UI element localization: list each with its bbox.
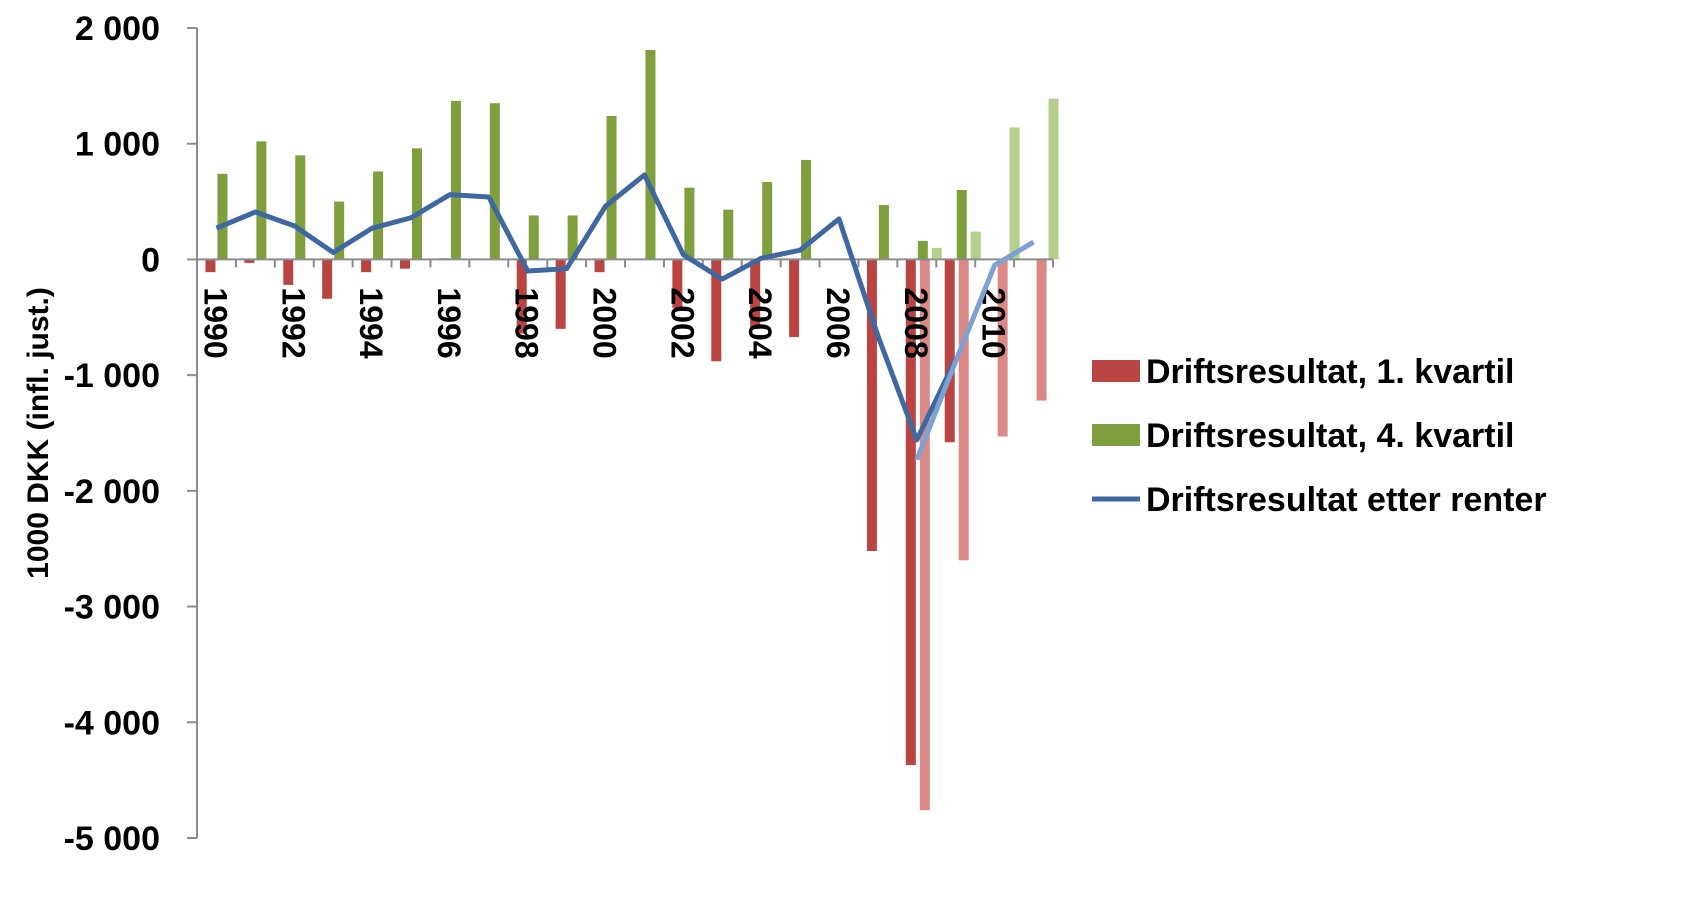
bar-q1	[905, 259, 916, 766]
x-tick-label: 1996	[431, 287, 467, 358]
bar-q1	[400, 259, 410, 269]
bar-q1	[322, 259, 333, 299]
legend-label-line: Driftsresultat etter renter	[1146, 481, 1547, 519]
bar-q1	[672, 259, 683, 309]
bar-q4-projection	[1009, 127, 1020, 260]
bar-q4	[450, 100, 461, 260]
bar-q1	[283, 259, 294, 285]
bar-q1	[594, 259, 605, 273]
bar-q1-projection	[1036, 259, 1047, 401]
legend-label-q1: Driftsresultat, 1. kvartil	[1146, 353, 1514, 391]
x-tick-label: 2008	[898, 287, 934, 358]
bar-q4	[606, 115, 617, 260]
bar-q1	[750, 259, 761, 329]
bar-q4	[256, 141, 267, 260]
x-tick-label: 1998	[509, 287, 545, 358]
bar-q4	[645, 49, 656, 260]
bar-q1	[866, 259, 877, 552]
legend: Driftsresultat, 1. kvartil Driftsresultat…	[1092, 353, 1547, 519]
legend-swatch-q4	[1092, 424, 1140, 446]
bar-q4	[917, 240, 928, 260]
line-series	[215, 172, 1035, 461]
y-axis-label: 1000 DKK (infl. just.)	[22, 287, 55, 579]
x-tick-label: 2006	[820, 287, 856, 358]
bar-q1-projection	[919, 259, 930, 811]
y-tick-label: -3 000	[64, 589, 160, 627]
y-tick-label: 2 000	[75, 10, 160, 48]
y-tick-label: -1 000	[64, 357, 160, 395]
bar-q4	[412, 148, 422, 260]
bar-q1	[244, 259, 255, 263]
bar-q4	[684, 187, 695, 260]
x-tick-label: 2000	[587, 287, 623, 358]
bar-q4	[878, 205, 889, 260]
y-tick-label: 0	[141, 241, 160, 279]
bar-q4	[217, 173, 228, 260]
bar-q4-projection	[1048, 98, 1059, 260]
bar-q4-projection	[970, 231, 981, 260]
bar-q4	[956, 190, 967, 260]
bar-q4-projection	[931, 247, 942, 260]
y-axis: 2 000 1 000 0 -1 000 -2 000 -3 000 -4 000 -5 00…	[64, 10, 198, 858]
bar-q4	[489, 103, 500, 260]
bar-q1	[789, 259, 800, 337]
y-tick-label: -5 000	[64, 820, 160, 858]
bars	[205, 49, 1059, 811]
bar-q1	[516, 259, 527, 334]
bar-q4	[801, 159, 812, 260]
bar-q1-projection	[997, 259, 1008, 437]
bar-q1	[711, 259, 722, 362]
bar-q4	[528, 215, 539, 260]
y-tick-label: 1 000	[75, 126, 160, 164]
bar-q4	[334, 201, 345, 260]
bar-q4	[295, 155, 306, 260]
x-tick-label: 2004	[742, 287, 778, 358]
bar-q1	[555, 259, 566, 329]
line-projection	[914, 239, 1035, 461]
x-tick-label: 1992	[275, 287, 311, 358]
line-actual	[215, 172, 958, 443]
x-axis: 1990 1992 1994 1996 1998 2000 2002 2004 2006 2008…	[196, 258, 1054, 359]
bar-q4	[762, 181, 773, 260]
legend-label-q4: Driftsresultat, 4. kvartil	[1146, 417, 1514, 455]
legend-swatch-q1	[1092, 360, 1140, 382]
bar-q1	[944, 259, 955, 443]
bar-q1	[205, 259, 216, 273]
bar-q1	[361, 259, 372, 273]
x-tick-label: 2002	[664, 287, 700, 358]
bar-q1-projection	[958, 259, 969, 561]
bar-q4	[723, 209, 734, 260]
x-tick-label: 1994	[353, 287, 389, 358]
bar-q4	[567, 215, 578, 260]
bar-q4	[373, 171, 384, 260]
x-tick-label: 1990	[197, 287, 233, 358]
y-tick-label: -2 000	[64, 473, 160, 511]
y-tick-label: -4 000	[64, 704, 160, 742]
